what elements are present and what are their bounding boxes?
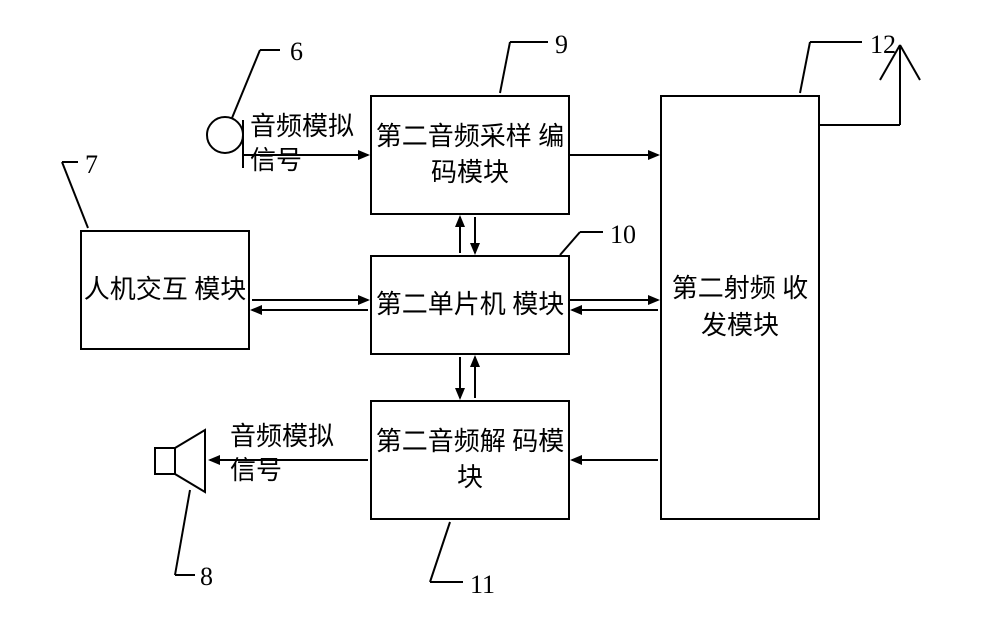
- box-encoder-text: 第二音频采样 编码模块: [372, 119, 568, 192]
- box-mcu-text: 第二单片机 模块: [376, 287, 565, 323]
- speaker-icon: [155, 430, 205, 492]
- leader-10: [560, 232, 580, 255]
- box-mcu: 第二单片机 模块: [370, 255, 570, 355]
- diagram-canvas: 人机交互 模块 第二音频采样 编码模块 第二单片机 模块 第二音频解 码模块 第…: [0, 0, 1000, 632]
- leader-11: [430, 522, 450, 582]
- box-rf: 第二射频 收发模块: [660, 95, 820, 520]
- box-encoder: 第二音频采样 编码模块: [370, 95, 570, 215]
- callout-9-num: 9: [555, 28, 568, 62]
- callout-11-num: 11: [470, 568, 495, 602]
- callout-8-num: 8: [200, 560, 213, 594]
- microphone-icon: [207, 117, 243, 153]
- leader-12: [800, 42, 810, 93]
- leader-8: [175, 490, 190, 575]
- label-signal-bottom: 音频模拟 信号: [230, 420, 334, 488]
- leader-6: [232, 50, 260, 118]
- callout-12-num: 12: [870, 28, 896, 62]
- label-signal-top: 音频模拟 信号: [250, 110, 354, 178]
- box-hmi-text: 人机交互 模块: [84, 272, 247, 308]
- box-decoder: 第二音频解 码模块: [370, 400, 570, 520]
- leader-9: [500, 42, 510, 93]
- box-hmi: 人机交互 模块: [80, 230, 250, 350]
- box-rf-text: 第二射频 收发模块: [662, 271, 818, 344]
- callout-6-num: 6: [290, 35, 303, 69]
- callout-10-num: 10: [610, 218, 636, 252]
- box-decoder-text: 第二音频解 码模块: [372, 424, 568, 497]
- callout-7-num: 7: [85, 148, 98, 182]
